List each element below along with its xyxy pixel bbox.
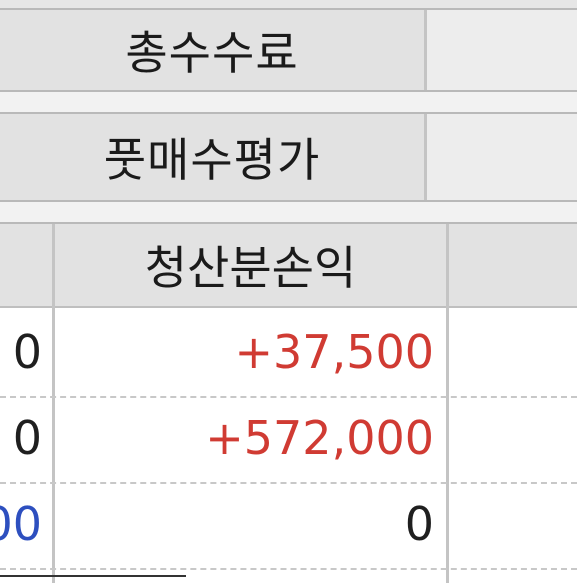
column-divider bbox=[52, 224, 55, 583]
put-buy-valuation-label: 풋매수평가 bbox=[103, 133, 321, 187]
table-row-1-left-value: 0 bbox=[12, 325, 42, 379]
header-cell-left bbox=[0, 224, 52, 308]
row-divider bbox=[0, 568, 577, 570]
total-fee-value bbox=[424, 10, 577, 90]
table-row-2-pnl-value: +572,000 bbox=[205, 411, 434, 465]
summary-gap bbox=[0, 92, 577, 112]
header-cell-liquidation-pnl: 청산분손익 bbox=[55, 224, 446, 308]
table-gap bbox=[0, 202, 577, 222]
summary-row-total-fee: 총수수료 bbox=[0, 8, 577, 92]
row-divider bbox=[0, 396, 577, 398]
bottom-underline bbox=[0, 575, 186, 577]
header-cell-right bbox=[449, 224, 577, 308]
put-buy-valuation-value bbox=[424, 114, 577, 200]
total-fee-label: 총수수료 bbox=[125, 26, 299, 80]
summary-row-put-buy-valuation: 풋매수평가 bbox=[0, 112, 577, 202]
table-row-3-left-value: 00 bbox=[0, 497, 42, 551]
column-divider bbox=[446, 224, 449, 583]
table-row-1-pnl-value: +37,500 bbox=[234, 325, 435, 379]
top-band bbox=[0, 0, 577, 8]
pnl-grid: 청산분손익 0 +37,500 0 +572,000 00 0 bbox=[0, 222, 577, 583]
table-row-3-pnl-value: 0 bbox=[404, 497, 434, 551]
table-row-2-left-value: 0 bbox=[12, 411, 42, 465]
row-divider bbox=[0, 482, 577, 484]
